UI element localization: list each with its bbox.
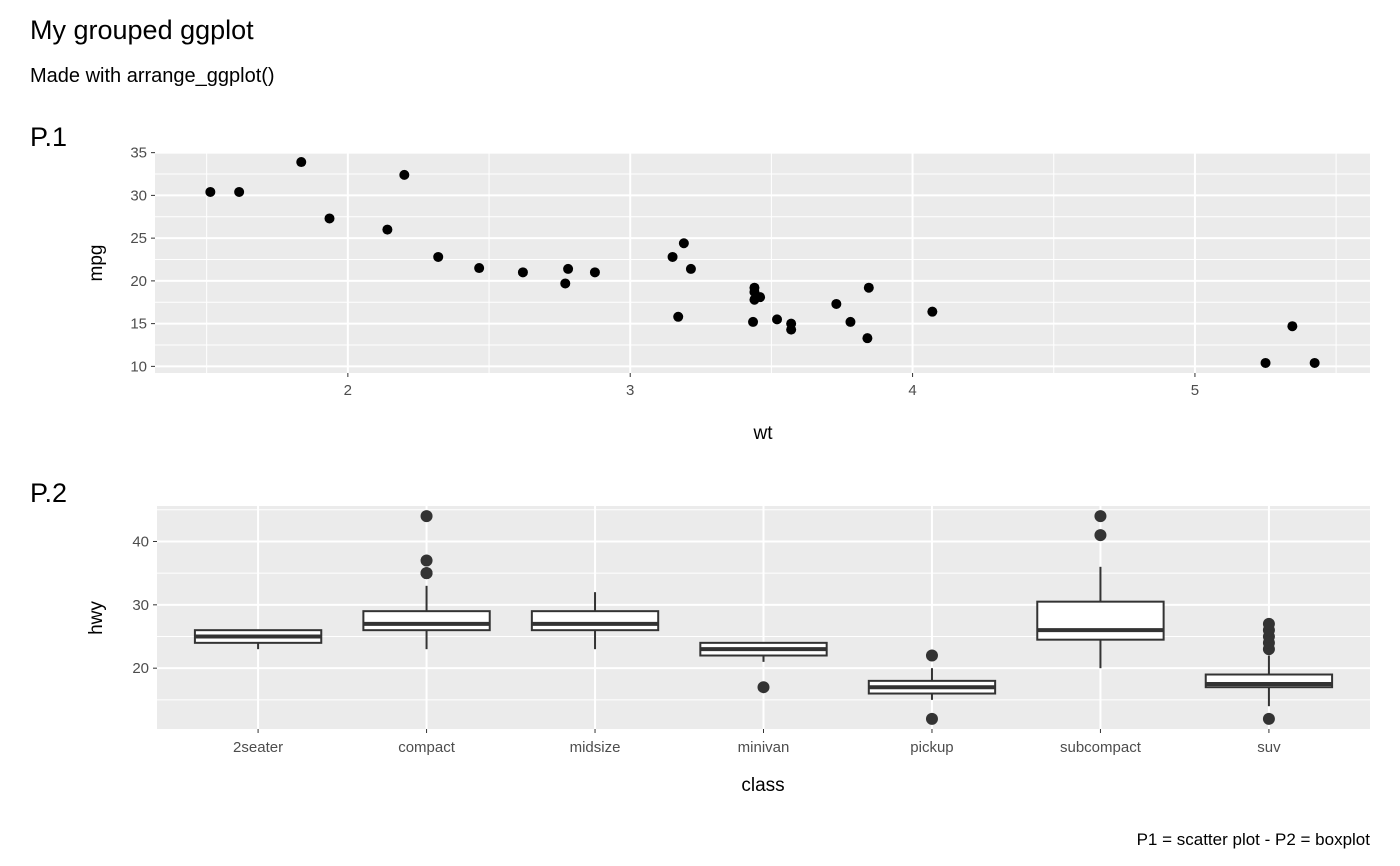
outlier-point [1262, 617, 1275, 630]
p1-data-point [474, 263, 485, 274]
p1-data-point [673, 311, 684, 322]
p1-data-point [678, 238, 689, 249]
p1-data-point [1260, 357, 1271, 368]
boxplot-suv [1204, 617, 1334, 725]
p1-data-point [324, 213, 335, 224]
p1-panel-background [155, 152, 1370, 373]
outlier-point [420, 554, 433, 567]
chart-subtitle: Made with arrange_ggplot() [30, 65, 275, 87]
boxplot-midsize [530, 592, 660, 650]
p2-y-tick-label: 20 [132, 660, 149, 677]
p1-data-point [234, 186, 245, 197]
p1-data-point [845, 316, 856, 327]
box [362, 610, 491, 632]
box [1036, 600, 1165, 641]
p1-data-point [772, 314, 783, 325]
chart-title: My grouped ggplot [30, 15, 254, 45]
p1-data-point [786, 318, 797, 329]
p1-y-tick-label: 35 [130, 145, 147, 162]
p2-x-tick-label: midsize [570, 739, 621, 756]
p1-data-point [667, 251, 678, 262]
p1-y-tick-label: 25 [130, 230, 147, 247]
p2-x-tick-label: compact [398, 739, 456, 756]
p1-x-tick-label: 4 [908, 382, 916, 399]
p1-data-point [927, 306, 938, 317]
box [530, 610, 660, 632]
p1-data-point [296, 157, 307, 168]
outlier-point [420, 510, 433, 523]
boxplot-pickup [867, 649, 997, 725]
p1-data-point [1309, 357, 1320, 368]
boxplot-minivan [699, 641, 828, 694]
outlier-point [1094, 510, 1107, 523]
panel-tag-p2: P.2 [30, 478, 67, 508]
outlier-point [420, 567, 433, 580]
p1-data-point [862, 333, 873, 344]
p2-x-axis-label: class [741, 775, 784, 796]
boxplot-compact [362, 510, 491, 650]
panel-tag-p1: P.1 [30, 122, 67, 152]
p2-x-tick-label: 2seater [233, 739, 283, 756]
p1-y-tick-label: 10 [130, 358, 147, 375]
p1-y-tick-label: 15 [130, 316, 147, 333]
p2-y-tick-label: 40 [132, 533, 149, 550]
p1-data-point [749, 282, 760, 293]
p2-x-tick-label: minivan [738, 739, 790, 756]
p1-data-point [433, 251, 444, 262]
p1-data-point [589, 267, 600, 278]
p2-x-tick-label: subcompact [1060, 739, 1142, 756]
p1-data-point [831, 298, 842, 309]
outlier-point [925, 649, 938, 662]
p1-data-point [517, 267, 528, 278]
p2-y-tick-label: 30 [132, 597, 149, 614]
outlier-point [1094, 529, 1107, 542]
p1-y-axis-label: mpg [86, 245, 107, 282]
p1-data-point [749, 294, 760, 305]
p1-data-point [560, 278, 571, 289]
p1-x-axis-label: wt [753, 423, 774, 444]
p1-data-point [1287, 321, 1298, 332]
p1-data-point [748, 316, 759, 327]
outlier-point [757, 681, 770, 694]
p1-x-tick-label: 2 [344, 382, 352, 399]
outlier-point [1262, 712, 1275, 725]
outlier-point [925, 712, 938, 725]
p1-y-tick-label: 20 [130, 273, 147, 290]
p1-data-point [685, 263, 696, 274]
p1-data-point [399, 169, 410, 180]
p1-data-point [863, 282, 874, 293]
p1-y-tick-label: 30 [130, 187, 147, 204]
p1-data-point [382, 224, 393, 235]
p2-y-axis-label: hwy [86, 601, 107, 635]
p1-x-tick-label: 3 [626, 382, 634, 399]
p2-x-tick-label: suv [1257, 739, 1281, 756]
p1-data-point [205, 186, 216, 197]
p2-x-tick-label: pickup [910, 739, 953, 756]
boxplot-2seater [193, 629, 323, 650]
chart-caption: P1 = scatter plot - P2 = boxplot [1137, 830, 1371, 849]
p1-x-tick-label: 5 [1191, 382, 1199, 399]
boxplot-subcompact [1036, 510, 1165, 669]
p1-data-point [563, 263, 574, 274]
